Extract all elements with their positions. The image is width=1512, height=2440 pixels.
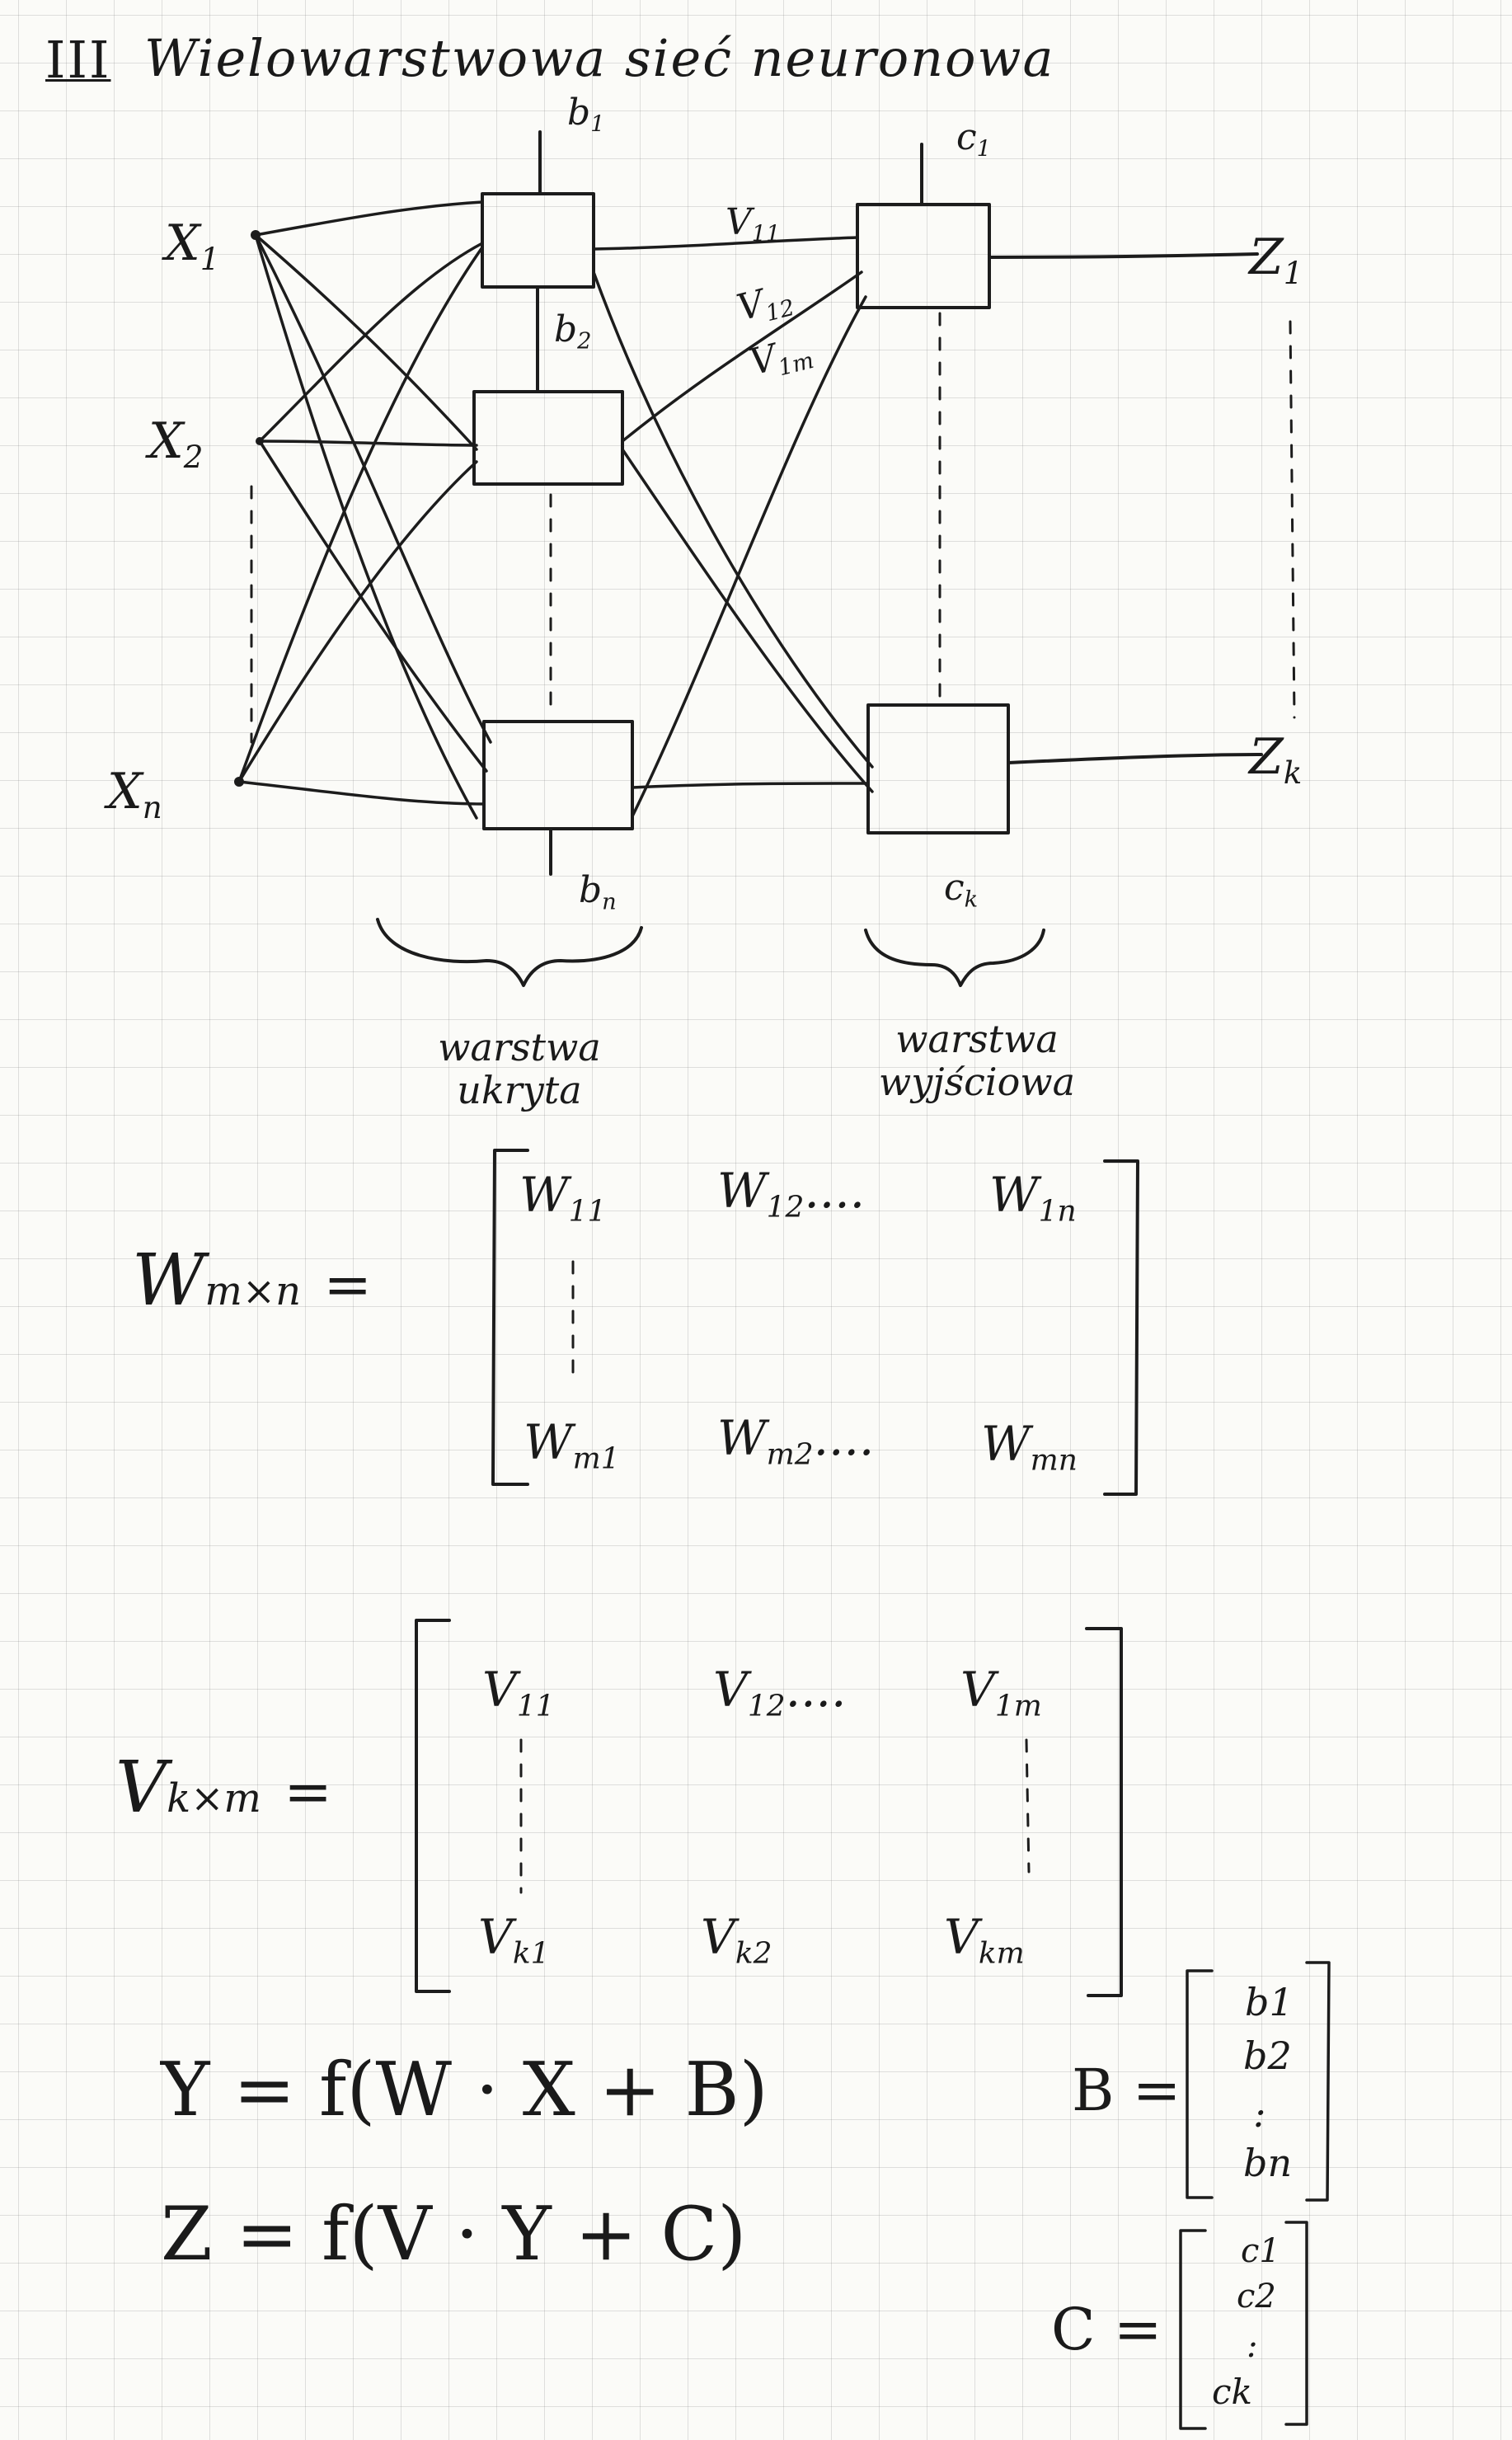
- matrix-v-cell-11: V11: [482, 1662, 555, 1723]
- matrix-w-cell-11: W11: [519, 1167, 607, 1229]
- section-number: III: [45, 30, 111, 90]
- matrix-v-cell-km: Vkm: [944, 1909, 1025, 1971]
- input-label-x2: X2: [148, 412, 204, 475]
- hidden-neuron-n: [482, 720, 634, 830]
- input-label-xn: Xn: [107, 763, 162, 825]
- hidden-neuron-1: [481, 192, 595, 289]
- matrix-w-cell-m2: Wm2....: [717, 1410, 875, 1472]
- bias-label-ck: ck: [944, 867, 979, 913]
- output-label-zk: Zk: [1249, 728, 1303, 791]
- hidden-neuron-2: [472, 390, 624, 486]
- bias-label-b1: b1: [567, 92, 605, 138]
- output-neuron-1: [856, 203, 991, 309]
- output-lines: [988, 252, 1263, 764]
- bias-label-bn: bn: [579, 869, 617, 915]
- vector-c-entry-1: c1: [1241, 2232, 1280, 2270]
- layer-braces: [376, 918, 1045, 987]
- matrix-v-label: Vk×m =: [115, 1747, 332, 1829]
- vector-c-label: C =: [1051, 2296, 1162, 2363]
- matrix-v-cell-k1: Vk1: [478, 1909, 550, 1971]
- page-title: Wielowarstwowa sieć neuronowa: [144, 28, 1055, 88]
- matrix-w-label: Wm×n =: [132, 1239, 373, 1322]
- matrix-v-cell-k2: Vk2: [701, 1909, 772, 1971]
- matrix-w-cell-mn: Wmn: [981, 1416, 1078, 1478]
- matrix-v-brackets: [415, 1619, 1123, 1997]
- input-to-hidden-connections: [237, 200, 492, 820]
- hidden-layer-caption: warstwa ukryta: [438, 1025, 601, 1112]
- output-layer-caption: warstwa wyjściowa: [878, 1017, 1076, 1104]
- hidden-to-output-connections: [592, 236, 874, 818]
- vector-b-label: B =: [1072, 2057, 1181, 2124]
- matrix-v-cell-1m: V1m: [960, 1662, 1042, 1723]
- vector-b-brackets: [1186, 1961, 1331, 2202]
- matrix-w-cell-12: W12....: [717, 1163, 866, 1225]
- vector-b-entry-n: bn: [1243, 2141, 1293, 2185]
- matrix-w-cell-m1: Wm1: [524, 1414, 620, 1476]
- equation-y: Y = f(W · X + B): [161, 2047, 768, 2133]
- weight-label-v11: V11: [725, 201, 781, 247]
- vector-b-entry-3: :: [1253, 2091, 1266, 2136]
- vector-c-entry-k: ck: [1212, 2372, 1252, 2412]
- bias-label-c1: c1: [956, 116, 992, 162]
- ellipsis-dashes: [250, 312, 1296, 744]
- matrix-w-brackets: [491, 1149, 1139, 1496]
- output-neuron-k: [866, 703, 1010, 834]
- input-label-x1: X1: [165, 214, 220, 277]
- matrix-w-cell-1n: W1n: [989, 1167, 1077, 1229]
- vector-b-entry-2: b2: [1243, 2033, 1292, 2078]
- matrix-v-cell-12: V12....: [713, 1662, 847, 1723]
- bias-lines: [536, 130, 923, 876]
- output-label-z1: Z1: [1249, 228, 1303, 291]
- vector-c-entry-2: c2: [1237, 2278, 1276, 2315]
- vector-b-entry-1: b1: [1245, 1980, 1294, 2024]
- bias-label-b2: b2: [554, 308, 592, 355]
- vector-c-brackets: [1179, 2221, 1308, 2430]
- equation-z: Z = f(V · Y + C): [161, 2191, 747, 2278]
- vector-c-entry-3: :: [1247, 2327, 1258, 2365]
